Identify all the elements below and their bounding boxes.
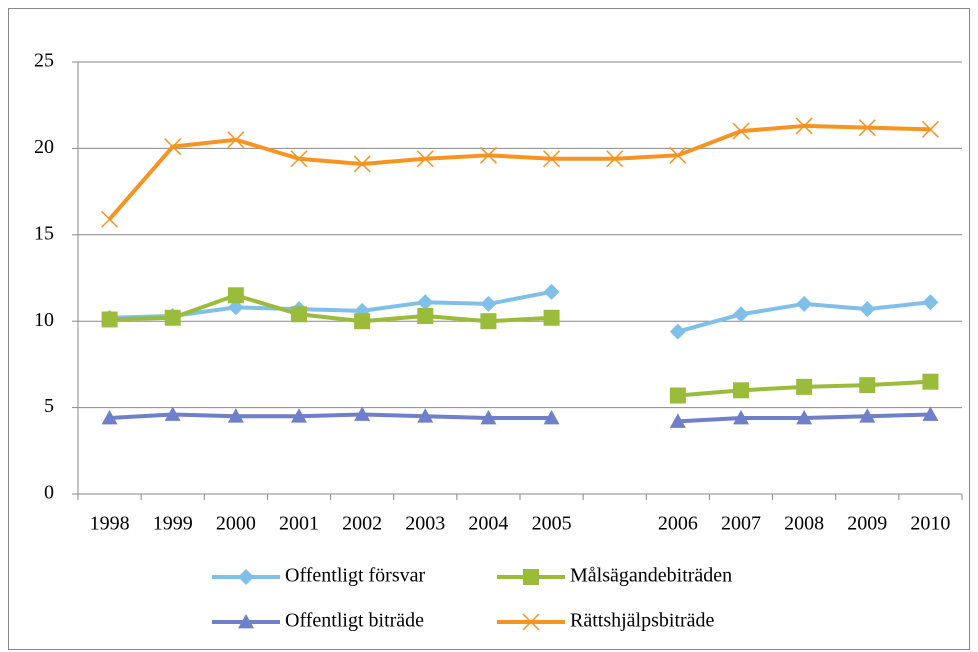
marker [669, 413, 686, 428]
legend-marker [523, 569, 539, 585]
marker [669, 387, 686, 404]
marker [733, 382, 749, 399]
legend-marker [522, 613, 540, 631]
y-tick-label: 25 [34, 50, 54, 72]
legend-label: Målsägandebiträden [570, 565, 732, 587]
marker [859, 301, 876, 318]
x-tick-label: 2001 [279, 513, 319, 535]
marker [733, 306, 749, 323]
legend-marker [238, 569, 254, 585]
marker [101, 409, 118, 425]
marker [416, 150, 434, 168]
x-tick-label: 2009 [847, 513, 887, 535]
marker [859, 377, 876, 394]
marker [796, 378, 813, 395]
marker [227, 408, 244, 423]
marker [796, 295, 813, 312]
marker [922, 406, 939, 421]
marker [859, 408, 876, 423]
x-tick-label: 2004 [468, 513, 508, 535]
x-tick-label: 1999 [153, 513, 193, 535]
marker [922, 294, 939, 311]
marker [921, 120, 939, 138]
x-tick-label: 2006 [658, 513, 698, 535]
marker [732, 122, 750, 140]
marker [227, 131, 245, 149]
marker [480, 313, 497, 330]
marker [479, 146, 497, 164]
x-tick-label: 1998 [90, 513, 130, 535]
series-line [108, 123, 931, 221]
marker [227, 287, 244, 304]
x-tick-label: 2005 [532, 513, 572, 535]
marker [101, 311, 118, 328]
marker [164, 406, 181, 421]
marker [606, 150, 624, 168]
marker [795, 117, 813, 135]
marker [858, 119, 876, 137]
legend-marker [238, 614, 254, 629]
marker [669, 323, 686, 340]
y-tick-label: 15 [34, 222, 54, 244]
x-tick-label: 2008 [784, 513, 824, 535]
marker [543, 409, 560, 425]
marker [291, 306, 307, 323]
x-tick-label: 2003 [405, 513, 445, 535]
marker [543, 309, 560, 326]
marker [164, 138, 182, 156]
marker [227, 299, 244, 316]
marker [543, 283, 560, 300]
y-tick-label: 5 [44, 395, 54, 417]
x-tick-label: 2007 [721, 513, 761, 535]
marker [101, 210, 119, 228]
marker [417, 308, 434, 325]
marker [796, 409, 813, 425]
y-tick-label: 20 [34, 136, 54, 158]
marker [543, 150, 561, 168]
marker [417, 408, 434, 423]
marker [480, 409, 497, 425]
y-tick-label: 0 [44, 482, 54, 504]
marker [354, 313, 371, 330]
legend-label: Rättshjälpsbiträde [570, 610, 715, 632]
marker [291, 408, 307, 423]
x-tick-label: 2010 [910, 513, 950, 535]
marker [164, 309, 181, 326]
marker [417, 294, 434, 311]
y-tick-label: 10 [34, 309, 54, 331]
x-tick-label: 2002 [342, 513, 382, 535]
marker [733, 409, 749, 425]
marker [669, 146, 687, 164]
marker [922, 373, 939, 390]
x-tick-label: 2000 [216, 513, 256, 535]
marker [480, 295, 497, 312]
marker [290, 150, 308, 168]
marker [354, 406, 371, 421]
legend-label: Offentligt biträde [285, 610, 424, 632]
marker [353, 155, 371, 173]
legend-label: Offentligt försvar [285, 565, 425, 587]
